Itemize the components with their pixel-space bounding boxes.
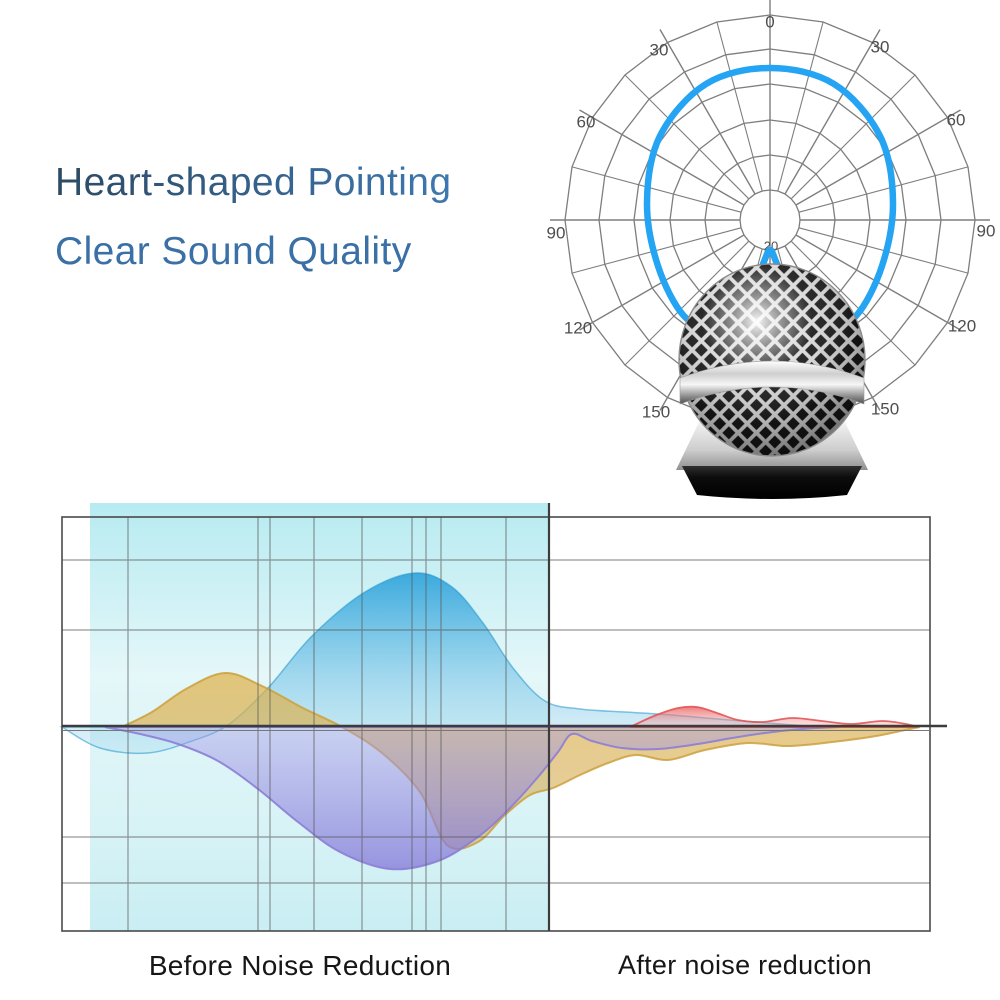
polar-spoke — [798, 166, 969, 213]
mic-band — [679, 360, 865, 405]
polar-angle-label: 120 — [564, 319, 592, 338]
cardioid-curve — [643, 64, 897, 334]
polar-angle-label: 120 — [948, 317, 976, 336]
label-before-noise-reduction: Before Noise Reduction — [148, 950, 452, 981]
polar-angle-label: 90 — [547, 224, 566, 243]
polar-spoke — [790, 240, 916, 366]
polar-spoke — [716, 21, 763, 192]
headline-line1: Heart-shaped Pointing — [55, 148, 451, 217]
polar-angle-label: 150 — [642, 403, 670, 422]
polar-spoke — [784, 29, 881, 195]
polar-spoke — [624, 240, 750, 366]
noise-wave-purple — [104, 726, 839, 871]
polar-spoke — [624, 74, 750, 200]
noise-wave-red — [629, 705, 919, 728]
polar-spoke — [777, 21, 824, 192]
headline: Heart-shaped Pointing Clear Sound Qualit… — [55, 148, 451, 286]
polar-spoke — [795, 109, 961, 206]
polar-spoke — [659, 29, 756, 195]
waveform-grid — [62, 517, 930, 931]
microphone-illustration — [676, 263, 868, 499]
cardioid-path — [643, 64, 897, 334]
headline-line2: Clear Sound Quality — [55, 230, 412, 273]
polar-angle-label: 0 — [765, 13, 774, 32]
polar-angle-label: 60 — [577, 113, 596, 132]
waveform-plot-area — [59, 503, 947, 932]
polar-angle-label: 30 — [650, 41, 669, 60]
polar-spoke — [790, 74, 916, 200]
label-after-noise-reduction: After noise reduction — [618, 950, 872, 980]
mic-grille-rim — [678, 263, 866, 457]
waveform-comparison-chart — [59, 503, 947, 932]
polar-spoke — [579, 109, 745, 206]
chart-frame — [61, 516, 931, 932]
mic-body — [682, 466, 862, 499]
polar-angle-label: 90 — [977, 222, 996, 241]
polar-spoke — [571, 166, 742, 213]
polar-angle-label: 30 — [871, 38, 890, 57]
polar-angle-label: 60 — [947, 111, 966, 130]
polar-angle-label: 150 — [871, 400, 899, 419]
mic-grille-shading — [679, 264, 865, 456]
